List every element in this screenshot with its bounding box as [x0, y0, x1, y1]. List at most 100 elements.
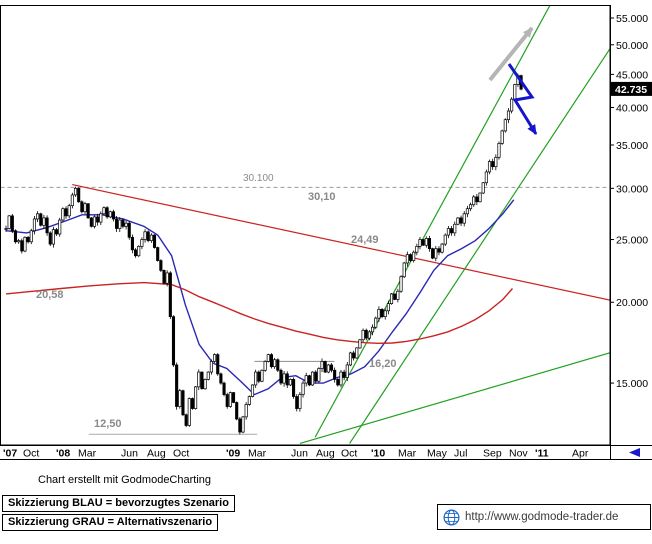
candle-body: [301, 382, 305, 395]
candle-body: [209, 361, 213, 373]
candle-body: [269, 354, 274, 368]
candle-body: [440, 243, 444, 253]
candle-body: [437, 248, 441, 253]
candle-body: [266, 354, 270, 362]
candle-body: [51, 229, 55, 245]
candle-body: [244, 404, 248, 418]
candle-body: [446, 228, 450, 236]
candle-body: [487, 161, 492, 173]
candle-body: [222, 382, 226, 395]
candle-body: [247, 396, 251, 405]
candle-body: [89, 217, 93, 227]
candle-body: [292, 379, 296, 397]
candle-body: [168, 272, 172, 318]
x-axis-label: Aug: [316, 448, 335, 460]
website-box[interactable]: http://www.godmode-trader.de: [437, 504, 651, 530]
scroll-left-button[interactable]: [629, 448, 640, 457]
candle-body: [380, 309, 384, 318]
x-axis-label: '10: [371, 448, 385, 460]
candle-body: [427, 238, 432, 250]
candle-body: [118, 219, 122, 229]
candle-body: [443, 234, 447, 245]
candle-body: [431, 248, 435, 259]
candle-body: [203, 379, 207, 390]
y-axis-label: 35.000: [616, 140, 648, 152]
x-axis-label: Jul: [454, 448, 467, 460]
candle-body: [86, 203, 90, 219]
x-axis-label: Aug: [147, 448, 166, 460]
candle-body: [130, 236, 134, 251]
candle-body: [254, 371, 258, 386]
x-axis-label: Oct: [23, 448, 39, 460]
candle-body: [178, 390, 182, 407]
candle-body: [339, 371, 343, 386]
candle-body: [352, 352, 356, 359]
candle-body: [111, 211, 115, 220]
candle-body: [124, 222, 128, 227]
level-label: 24,49: [351, 234, 379, 246]
candle-body: [67, 205, 71, 217]
legend-gray-scenario: Skizzierung GRAU = Alternativszenario: [2, 514, 219, 531]
candle-body: [393, 293, 397, 300]
candle-body: [298, 394, 302, 409]
x-axis-label: Oct: [173, 448, 189, 460]
candle-body: [500, 130, 504, 144]
candle-body: [213, 354, 217, 362]
candle-body: [323, 361, 327, 373]
candle-body: [405, 254, 409, 264]
candle-body: [481, 182, 485, 194]
candle-body: [494, 156, 498, 168]
candle-body: [206, 371, 210, 380]
level-label: 12,50: [94, 418, 122, 430]
candle-body: [7, 215, 11, 229]
candle-body: [108, 211, 112, 218]
y-axis-label: 30.000: [616, 183, 648, 195]
legend-blue-scenario: Skizzierung BLAU = bevorzugtes Szenario: [2, 495, 235, 512]
candle-body: [17, 240, 21, 243]
green-channel-right: [349, 47, 610, 444]
level-label: 30.100: [243, 173, 274, 184]
candle-body: [314, 371, 318, 382]
candle-body: [415, 246, 419, 253]
candle-body: [250, 384, 255, 397]
candle-body: [171, 316, 176, 366]
candle-body: [219, 373, 223, 384]
x-axis-label: Mar: [78, 448, 97, 460]
candle-body: [92, 216, 97, 227]
x-axis-label: Jun: [121, 448, 138, 460]
candle-body: [102, 207, 106, 215]
x-axis: '07 Oct '08 Mar Jun Aug Oct '09 Mar Jun Aug Oct '10 M…: [3, 448, 589, 460]
candle-body: [418, 239, 422, 247]
candle-body: [459, 217, 463, 224]
website-url: http://www.godmode-trader.de: [465, 511, 619, 523]
candle-body: [307, 375, 311, 386]
candle-body: [159, 260, 163, 271]
candle-body: [260, 369, 264, 382]
candle-body: [304, 375, 308, 384]
last-price-label: 42.735: [615, 84, 647, 96]
candle-body: [194, 386, 198, 409]
x-axis-label: '09: [226, 448, 240, 460]
candle-body: [42, 217, 46, 226]
candle-body: [263, 361, 267, 371]
candle-body: [424, 238, 428, 246]
price-badge: 42.735: [611, 81, 652, 96]
x-axis-label: Mar: [398, 448, 417, 460]
y-axis: 55.000 50.000 45.000 40.000 35.000 30.000 25.0…: [610, 13, 648, 390]
y-axis-label: 25.000: [616, 235, 648, 247]
candle-body: [468, 204, 473, 210]
candlestick-series: [4, 73, 523, 435]
x-axis-label: Oct: [341, 448, 357, 460]
x-axis-label: Nov: [509, 448, 528, 460]
candle-body: [371, 326, 375, 333]
candle-body: [77, 187, 81, 203]
candle-body: [83, 203, 87, 213]
candle-body: [434, 248, 438, 259]
candle-body: [228, 392, 232, 407]
candle-body: [152, 234, 157, 248]
candle-body: [184, 414, 188, 426]
candle-body: [165, 272, 169, 284]
candle-body: [238, 418, 242, 433]
candle-body: [273, 359, 277, 368]
candle-body: [408, 254, 413, 261]
